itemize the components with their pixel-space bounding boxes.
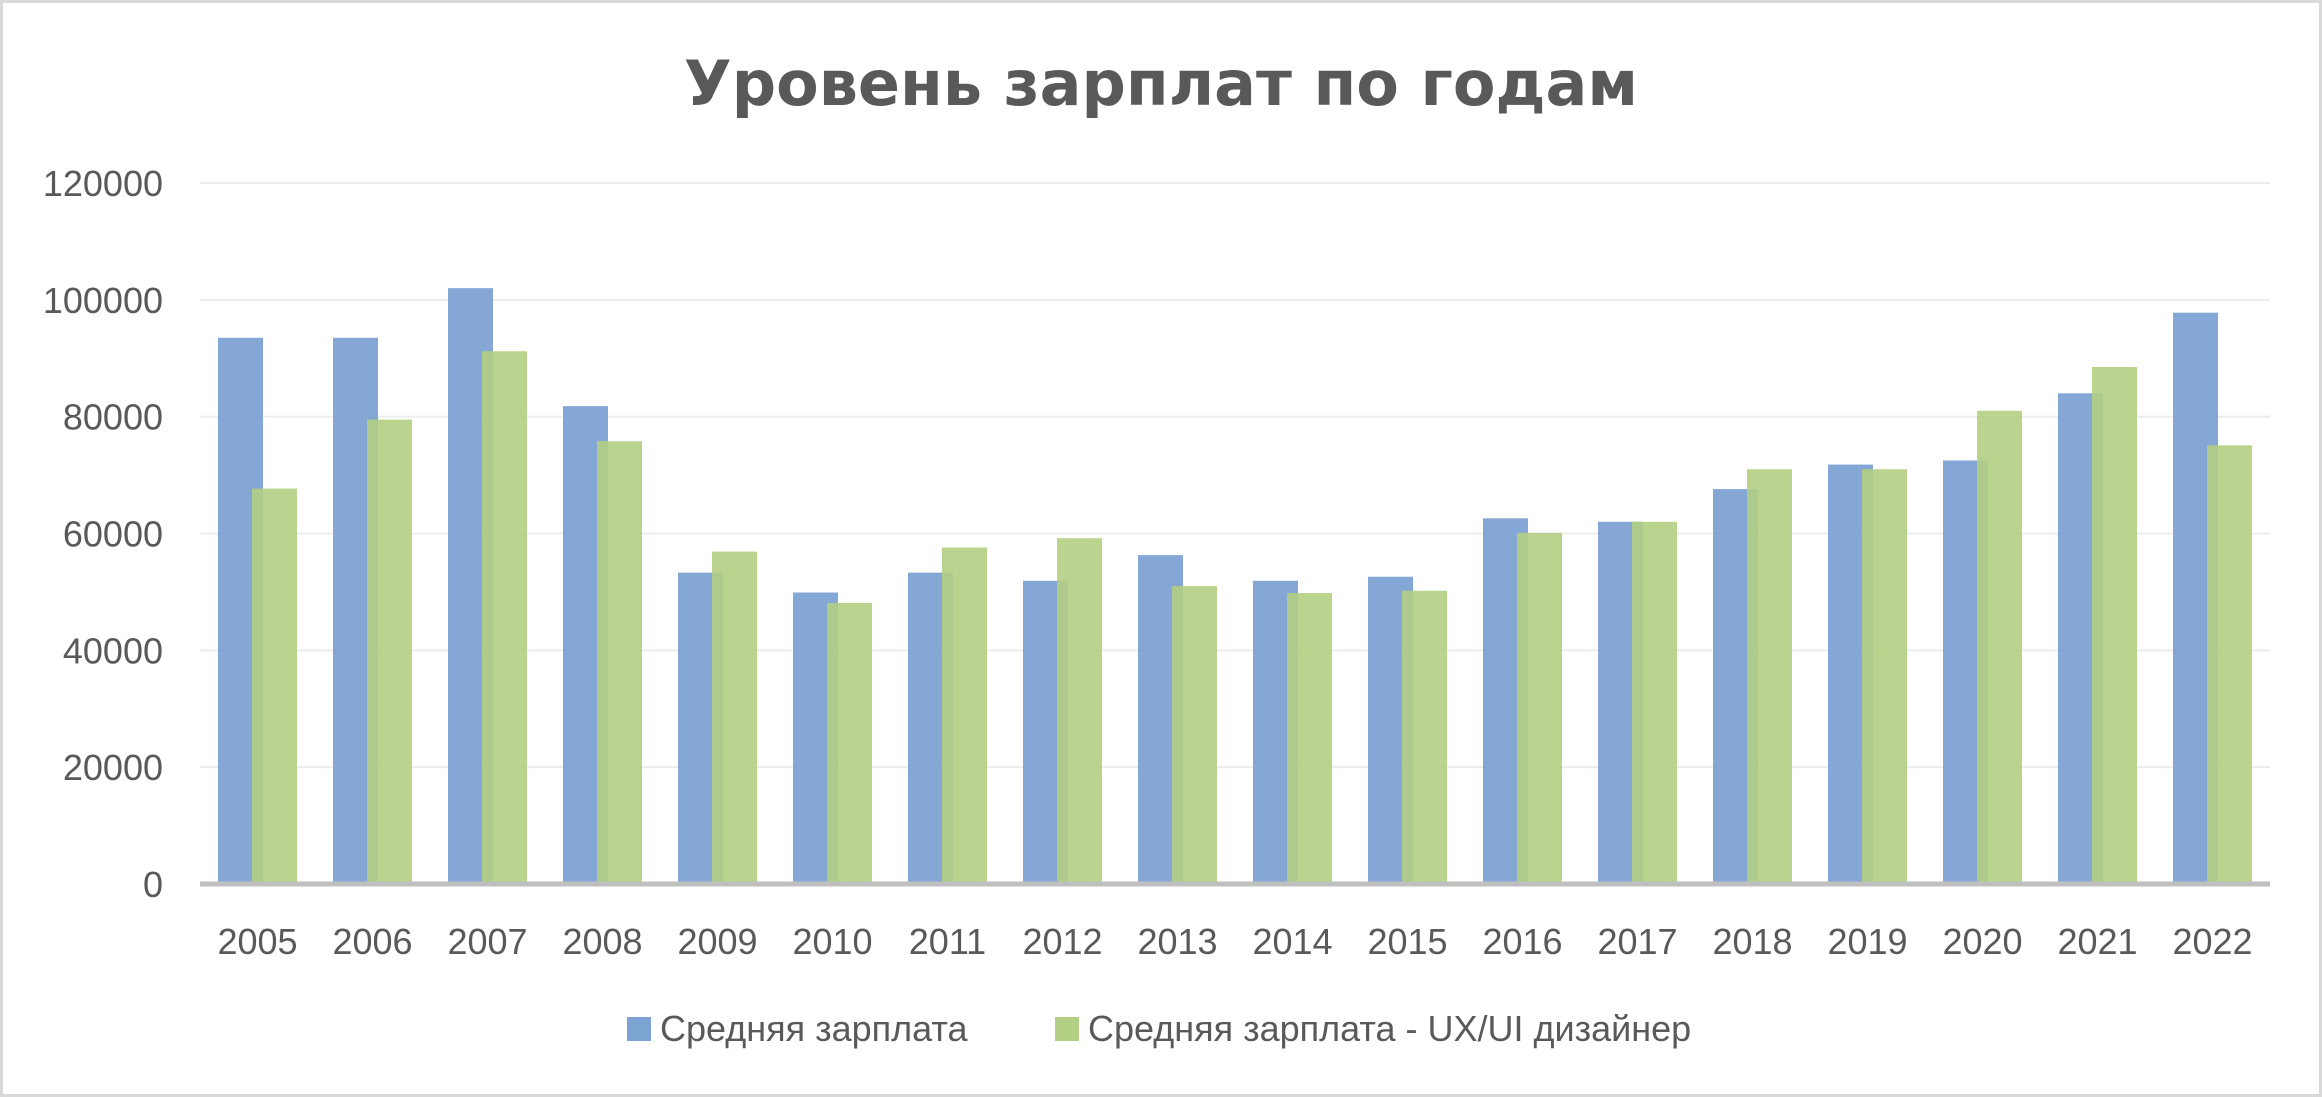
legend-label-series-2: Средняя зарплата - UX/UI дизайнер bbox=[1088, 1008, 1691, 1049]
legend-label-series-1: Средняя зарплата bbox=[660, 1008, 968, 1049]
x-tick-label: 2017 bbox=[1597, 921, 1677, 962]
x-tick-label: 2013 bbox=[1137, 921, 1217, 962]
bar-2017-series-2 bbox=[1632, 521, 1677, 884]
y-tick-label: 0 bbox=[143, 864, 163, 905]
bar-2006-series-2 bbox=[367, 419, 412, 884]
bar-2007-series-2 bbox=[482, 351, 527, 884]
x-tick-label: 2014 bbox=[1252, 921, 1332, 962]
bar-2008-series-2 bbox=[597, 441, 642, 884]
x-tick-label: 2006 bbox=[332, 921, 412, 962]
x-tick-label: 2021 bbox=[2057, 921, 2137, 962]
bar-2013-series-2 bbox=[1172, 586, 1217, 884]
y-axis-ticks: 0 20000 40000 60000 80000 100000 120000 bbox=[43, 163, 163, 905]
bar-2016-series-2 bbox=[1517, 532, 1562, 884]
chart-title: Уровень зарплат по годам bbox=[684, 47, 1638, 120]
x-tick-label: 2015 bbox=[1367, 921, 1447, 962]
y-tick-label: 20000 bbox=[63, 747, 163, 788]
x-tick-label: 2005 bbox=[217, 921, 297, 962]
bar-chart: Уровень зарплат по годам 0 20000 40000 6000… bbox=[43, 47, 2270, 1049]
legend-swatch-series-2 bbox=[1055, 1017, 1079, 1041]
y-tick-label: 60000 bbox=[63, 514, 163, 555]
legend: Средняя зарплата Средняя зарплата - UX/U… bbox=[627, 1008, 1691, 1049]
bar-2012-series-2 bbox=[1057, 538, 1102, 884]
bar-2021-series-2 bbox=[2092, 367, 2137, 884]
y-tick-label: 80000 bbox=[63, 397, 163, 438]
x-tick-label: 2018 bbox=[1712, 921, 1792, 962]
bars bbox=[218, 288, 2252, 884]
x-tick-label: 2008 bbox=[562, 921, 642, 962]
x-tick-label: 2007 bbox=[447, 921, 527, 962]
bar-2015-series-2 bbox=[1402, 590, 1447, 884]
y-tick-label: 120000 bbox=[43, 163, 163, 204]
x-axis-ticks: 2005 2006 2007 2008 2009 2010 2011 2012 2013 2014… bbox=[217, 921, 2252, 962]
bar-2009-series-2 bbox=[712, 551, 757, 884]
bar-2018-series-2 bbox=[1747, 469, 1792, 884]
gridlines bbox=[200, 182, 2270, 769]
bar-2022-series-2 bbox=[2207, 445, 2252, 884]
legend-swatch-series-1 bbox=[627, 1017, 651, 1041]
x-tick-label: 2009 bbox=[677, 921, 757, 962]
x-tick-label: 2016 bbox=[1482, 921, 1562, 962]
y-tick-label: 100000 bbox=[43, 280, 163, 321]
bar-2010-series-2 bbox=[827, 603, 872, 884]
bar-2020-series-2 bbox=[1977, 410, 2022, 884]
y-tick-label: 40000 bbox=[63, 630, 163, 671]
x-tick-label: 2012 bbox=[1022, 921, 1102, 962]
bar-2005-series-2 bbox=[252, 488, 297, 884]
bar-2019-series-2 bbox=[1862, 469, 1907, 884]
bar-2014-series-2 bbox=[1287, 593, 1332, 884]
x-tick-label: 2011 bbox=[909, 921, 986, 962]
bar-2011-series-2 bbox=[942, 547, 987, 884]
x-tick-label: 2019 bbox=[1827, 921, 1907, 962]
x-tick-label: 2010 bbox=[792, 921, 872, 962]
x-tick-label: 2020 bbox=[1942, 921, 2022, 962]
x-tick-label: 2022 bbox=[2172, 921, 2252, 962]
